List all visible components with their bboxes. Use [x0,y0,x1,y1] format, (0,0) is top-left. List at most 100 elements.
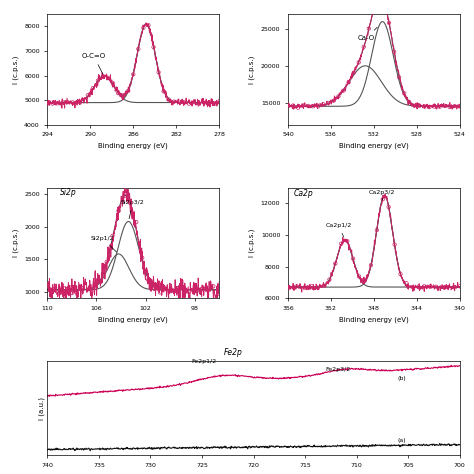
Y-axis label: I (c.p.s.): I (c.p.s.) [12,229,18,257]
Point [54,100,61,107]
Point [73,290,81,298]
Point [155,69,163,76]
Point [355,59,363,66]
Point [431,103,438,110]
X-axis label: Binding energy (eV): Binding energy (eV) [99,316,168,323]
Text: Fe2p3/2: Fe2p3/2 [326,367,351,372]
Point [405,98,413,106]
Point [314,284,321,292]
Point [162,285,170,292]
Point [150,43,157,51]
Point [201,99,208,107]
Point [170,98,178,105]
Point [62,285,69,292]
Point [426,103,433,111]
Point [289,102,297,109]
Point [367,262,375,269]
Text: Si2p: Si2p [60,189,76,198]
Point [89,84,97,92]
Point [59,99,66,106]
Point [150,285,158,292]
Point [138,254,146,262]
Point [198,285,205,293]
Point [420,103,428,110]
Point [50,285,57,292]
X-axis label: Binding energy (eV): Binding energy (eV) [339,143,409,149]
Point [302,284,310,292]
Point [337,240,345,247]
Point [403,280,410,287]
Point [385,19,393,27]
Point [436,103,443,110]
Text: Si2p3/2: Si2p3/2 [121,200,145,219]
Y-axis label: I (a.u.): I (a.u.) [38,397,45,419]
Point [456,102,464,109]
Point [185,100,193,108]
Text: O-C=O: O-C=O [82,54,106,74]
Point [420,283,428,290]
Point [325,99,332,107]
Point [114,90,122,97]
Y-axis label: I (c.p.s.): I (c.p.s.) [249,229,255,257]
Point [320,282,328,290]
Point [79,284,87,292]
Point [409,283,416,291]
Point [190,99,198,106]
Point [340,87,347,94]
Text: Ca2p1/2: Ca2p1/2 [326,223,352,237]
Point [129,71,137,78]
Point [427,283,434,291]
Point [432,283,440,291]
Point [395,73,403,81]
Point [284,102,292,110]
Point [127,200,134,207]
Text: (b): (b) [398,375,407,381]
Point [168,286,176,293]
Point [451,102,458,110]
Point [360,43,367,51]
Point [44,99,51,106]
Point [44,285,51,293]
Point [140,24,147,32]
Point [373,226,381,234]
Point [104,74,112,82]
Text: Fe2p1/2: Fe2p1/2 [191,359,217,365]
Point [145,276,152,284]
Point [85,285,93,293]
Point [370,7,378,14]
Point [94,77,102,84]
Point [210,283,217,290]
Point [115,207,122,214]
Point [332,260,339,267]
Point [329,97,337,104]
Text: Fe2p: Fe2p [224,347,242,356]
Point [414,283,422,291]
Point [180,285,188,293]
Point [79,97,87,105]
Text: Ca2p: Ca2p [293,189,313,198]
Point [390,48,398,55]
Point [103,258,110,266]
Point [456,283,464,290]
Point [438,283,446,291]
Point [310,102,317,110]
Point [344,237,351,245]
Point [397,270,404,278]
Point [135,45,142,53]
Point [67,289,75,297]
Point [375,0,383,1]
Point [125,87,132,95]
Point [361,276,369,284]
Point [145,21,152,29]
Point [180,99,188,106]
Point [97,278,105,286]
Text: Si2p1/2: Si2p1/2 [91,236,117,252]
Text: Ca-O: Ca-O [358,27,377,41]
Point [326,276,333,283]
Point [84,91,91,99]
Text: (a): (a) [398,438,407,443]
X-axis label: Binding energy (eV): Binding energy (eV) [339,316,409,323]
Text: Ca2p3/2: Ca2p3/2 [368,190,395,201]
Point [55,290,63,297]
Point [64,99,72,106]
